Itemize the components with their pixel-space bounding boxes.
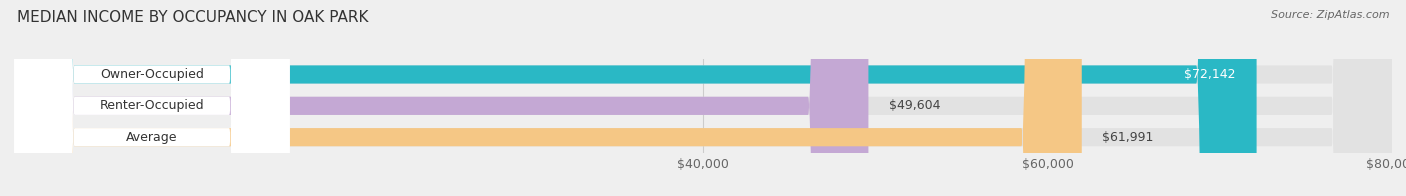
FancyBboxPatch shape xyxy=(14,0,1392,196)
FancyBboxPatch shape xyxy=(14,0,290,196)
Text: Renter-Occupied: Renter-Occupied xyxy=(100,99,204,112)
FancyBboxPatch shape xyxy=(14,0,290,196)
Text: Source: ZipAtlas.com: Source: ZipAtlas.com xyxy=(1271,10,1389,20)
FancyBboxPatch shape xyxy=(14,0,1257,196)
FancyBboxPatch shape xyxy=(14,0,1392,196)
FancyBboxPatch shape xyxy=(14,0,290,196)
FancyBboxPatch shape xyxy=(14,0,1392,196)
Text: $72,142: $72,142 xyxy=(1184,68,1236,81)
Text: $49,604: $49,604 xyxy=(889,99,941,112)
FancyBboxPatch shape xyxy=(14,0,1081,196)
Text: Average: Average xyxy=(127,131,177,144)
Text: $61,991: $61,991 xyxy=(1102,131,1154,144)
Text: Owner-Occupied: Owner-Occupied xyxy=(100,68,204,81)
Text: MEDIAN INCOME BY OCCUPANCY IN OAK PARK: MEDIAN INCOME BY OCCUPANCY IN OAK PARK xyxy=(17,10,368,25)
FancyBboxPatch shape xyxy=(14,0,869,196)
